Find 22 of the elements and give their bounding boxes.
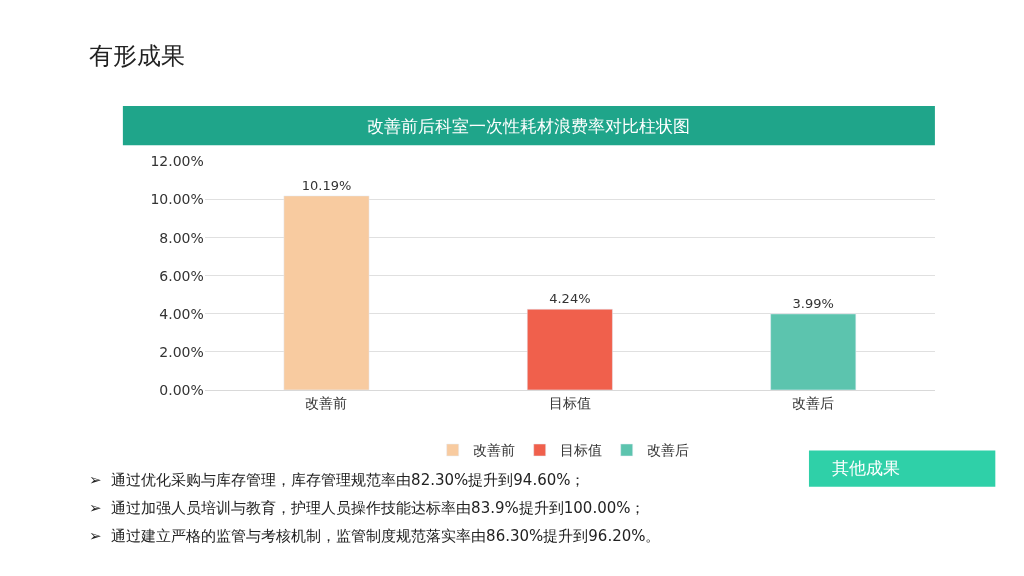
text: ➢ 通过优化采购与库存管理，库存管理规范率由82.30%提升到94.60%； — [89, 471, 586, 489]
y-tick-label: 10.00% — [150, 191, 204, 208]
y-tick-label: 2.00% — [159, 343, 204, 360]
x-tick-label: 目标值 — [548, 394, 591, 411]
y-tick-label: 0.00% — [159, 381, 204, 398]
data-label: 10.19% — [301, 177, 352, 193]
text: 有形成果 — [89, 42, 185, 70]
data-label: 4.24% — [549, 291, 591, 307]
text: ➢ 通过加强人员培训与教育，护理人员操作技能达标率由83.9%提升到100.00%； — [89, 499, 646, 517]
legend-label: 改善前 — [472, 442, 515, 459]
data-label: 3.99% — [792, 295, 834, 311]
x-tick-label: 改善后 — [792, 394, 835, 411]
y-tick-label: 12.00% — [150, 153, 204, 170]
legend-label: 目标值 — [559, 442, 602, 459]
text: 其他成果 — [832, 458, 900, 478]
y-tick-label: 6.00% — [159, 267, 204, 284]
x-tick-label: 改善前 — [305, 394, 348, 411]
y-tick-label: 8.00% — [159, 229, 204, 246]
legend-label: 改善后 — [646, 442, 689, 459]
text: ➢ 通过建立严格的监管与考核机制，监管制度规范落实率由86.30%提升到96.20%。 — [89, 527, 661, 545]
y-tick-label: 4.00% — [159, 305, 204, 322]
chart-title: 改善前后科室一次性耗材浪费率对比柱状图 — [367, 116, 690, 136]
